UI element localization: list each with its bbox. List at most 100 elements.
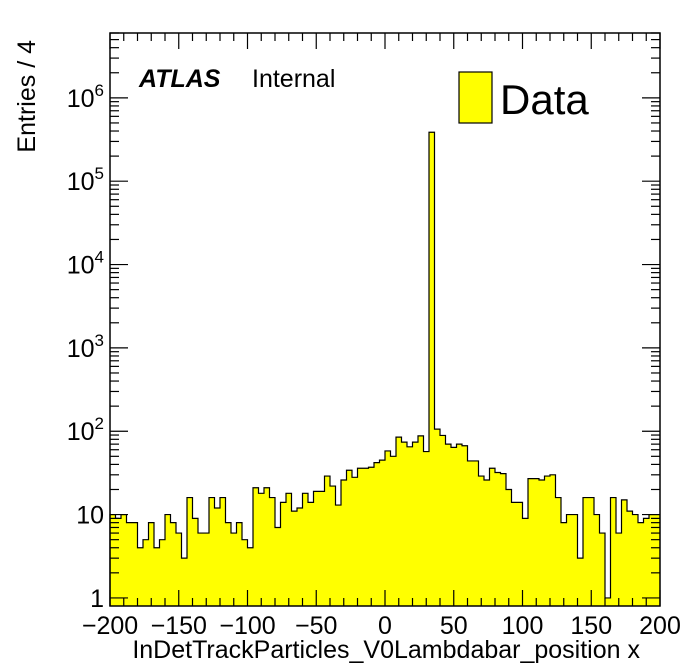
histogram-bar xyxy=(390,456,397,606)
histogram-bar xyxy=(445,444,452,606)
histogram-bar xyxy=(308,502,314,606)
histogram-bar xyxy=(539,479,545,606)
histogram-bar xyxy=(407,446,413,606)
internal-label: Internal xyxy=(252,65,335,93)
histogram-bar xyxy=(506,489,512,606)
histogram-bar xyxy=(583,497,589,606)
histogram-bar xyxy=(236,522,243,606)
histogram-bar xyxy=(632,514,639,606)
histogram-bar xyxy=(473,460,479,606)
axis-ticks xyxy=(109,32,661,606)
y-tick-label: 105 xyxy=(67,164,104,196)
histogram-bar xyxy=(528,478,534,606)
atlas-label: ATLAS xyxy=(138,65,221,93)
histogram-bar xyxy=(594,514,600,606)
y-tick-label: 10 xyxy=(76,502,104,530)
histogram-bar xyxy=(159,539,166,606)
x-tick-label: 100 xyxy=(502,612,544,640)
histogram-bar xyxy=(203,533,210,606)
histogram-bar xyxy=(335,505,342,606)
histogram-bar xyxy=(115,518,122,606)
legend-entry-data: Data xyxy=(500,76,589,123)
histogram-bar xyxy=(148,522,155,606)
histogram-bar xyxy=(484,479,490,606)
histogram-bar xyxy=(550,474,556,606)
x-tick-label: 50 xyxy=(440,612,468,640)
histogram-bar xyxy=(363,468,369,606)
histogram-bar xyxy=(616,533,622,606)
x-axis-title: InDetTrackParticles_V0Lambdabar_position… xyxy=(132,636,640,664)
histogram-bar xyxy=(330,486,336,606)
histogram-bar xyxy=(170,522,177,606)
histogram-bar xyxy=(357,468,364,606)
histogram-bar xyxy=(181,558,188,606)
histogram-bar xyxy=(462,445,468,606)
histogram-bar xyxy=(341,479,347,606)
histogram-bar xyxy=(396,437,402,606)
histogram-bars xyxy=(110,132,661,606)
histogram-bar xyxy=(434,429,441,606)
histogram-bar xyxy=(511,502,518,606)
histogram-bar xyxy=(401,442,408,606)
histogram-bar xyxy=(489,468,496,606)
y-tick-label: 106 xyxy=(67,81,104,113)
histogram-bar xyxy=(500,473,507,606)
histogram-bar xyxy=(588,497,595,606)
histogram-bar xyxy=(654,514,661,606)
histogram-bar xyxy=(456,444,463,606)
histogram-bar xyxy=(451,447,457,606)
histogram-bar xyxy=(165,514,171,606)
y-tick-label: 102 xyxy=(67,414,104,446)
histogram-bar xyxy=(478,476,485,606)
histogram-bar xyxy=(352,477,358,606)
histogram-bar xyxy=(412,442,419,606)
histogram-bar xyxy=(319,491,325,606)
histogram-bar xyxy=(198,533,204,606)
y-tick-labels: 1 10 102 103 104 105 106 xyxy=(67,81,104,613)
histogram-bar xyxy=(176,533,182,606)
y-tick-label: 104 xyxy=(67,248,104,280)
x-tick-label: 200 xyxy=(639,612,681,640)
histogram-outline xyxy=(109,131,660,606)
histogram-bar xyxy=(544,476,551,606)
histogram-bar xyxy=(269,497,276,606)
histogram-bar xyxy=(126,522,133,606)
histogram-bar xyxy=(621,499,628,606)
histogram-bar xyxy=(440,435,446,606)
histogram-bar xyxy=(132,522,138,606)
histogram-bar xyxy=(242,539,248,606)
histogram-bar xyxy=(187,497,193,606)
histogram-bar xyxy=(374,462,380,606)
histogram-bar xyxy=(429,132,435,606)
histogram-bar xyxy=(379,460,386,606)
histogram-bar xyxy=(137,547,144,606)
y-tick-label: 1 xyxy=(90,585,104,613)
histogram-bar xyxy=(214,507,221,606)
histogram-bar xyxy=(627,511,633,606)
legend: Data xyxy=(458,71,589,124)
histogram-bar xyxy=(572,514,578,606)
histogram-bar xyxy=(110,514,116,606)
histogram-bar xyxy=(313,491,320,606)
histogram-bar xyxy=(605,597,611,606)
histogram-bar xyxy=(231,533,237,606)
histogram-bar xyxy=(154,547,160,606)
histogram-bar xyxy=(346,470,353,606)
legend-swatch-data xyxy=(458,71,493,124)
x-tick-label: −100 xyxy=(219,612,275,640)
histogram-bar xyxy=(121,514,127,606)
histogram-bar xyxy=(225,522,232,606)
histogram-bar xyxy=(643,518,650,606)
histogram-bar xyxy=(517,502,523,606)
x-tick-label: −200 xyxy=(82,612,138,640)
y-axis-title: Entries / 4 xyxy=(13,40,41,153)
histogram-bar xyxy=(297,507,303,606)
histogram-bar xyxy=(610,497,617,606)
x-tick-label: 0 xyxy=(378,612,392,640)
histogram-bar xyxy=(247,547,254,606)
histogram-bar xyxy=(649,514,655,606)
histogram-bar xyxy=(368,467,375,606)
histogram-bar xyxy=(495,472,501,606)
histogram-bar xyxy=(280,502,287,606)
